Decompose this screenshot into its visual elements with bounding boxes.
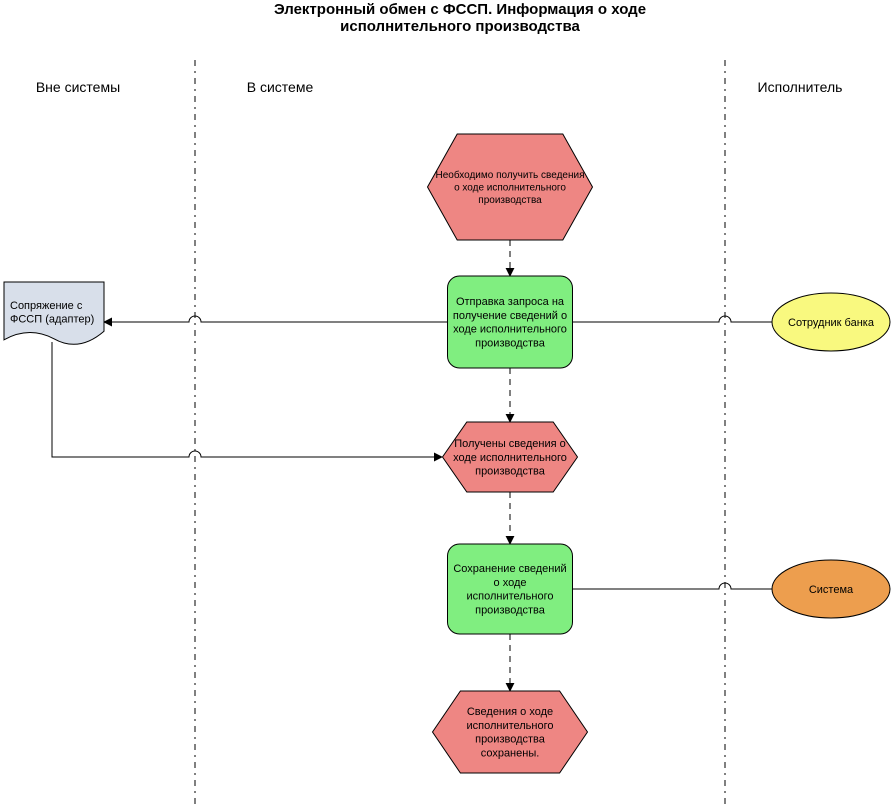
node-label: ФССП (адаптер): [10, 314, 94, 326]
node-label: производства: [475, 604, 546, 616]
node-label: производства: [475, 337, 546, 349]
node-label: Сопряжение с: [10, 300, 83, 312]
node-label: о ходе: [494, 577, 527, 589]
node-n3: Получены сведения о ходе исполнительного п…: [443, 422, 578, 492]
node-label: производства: [475, 466, 546, 478]
node-label: производства: [475, 734, 546, 746]
swimlane-label-outside: Вне системы: [36, 79, 120, 95]
node-n5: Сведения о ходе исполнительного производст…: [433, 691, 588, 773]
node-label: о ходе исполнительного: [454, 183, 566, 194]
node-label: производства: [478, 195, 542, 206]
node-label: Отправка запроса на: [456, 296, 565, 308]
node-n2: Отправка запроса на получение сведений о х…: [448, 276, 573, 368]
node-n1: Необходимо получить сведения о ходе испол…: [428, 134, 593, 240]
node-label: Необходимо получить сведения: [435, 169, 584, 181]
node-employee: Сотрудник банка: [772, 293, 890, 351]
diagram-title-line2: исполнительного производства: [340, 18, 580, 35]
node-label: исполнительного: [466, 720, 553, 732]
node-n4: Сохранение сведений о ходе исполнительного…: [448, 544, 573, 634]
node-label: Сохранение сведений: [453, 563, 566, 575]
node-label: исполнительного: [466, 591, 553, 603]
node-label: получение сведений о: [453, 310, 567, 322]
swimlane-label-insystem: В системе: [247, 79, 314, 95]
node-system: Система: [772, 560, 890, 618]
node-label: Сведения о ходе: [467, 706, 553, 718]
diagram-title-line1: Электронный обмен с ФССП. Информация о х…: [274, 1, 646, 18]
node-label: ходе исполнительного: [453, 452, 567, 464]
node-label: Сотрудник банка: [788, 317, 875, 329]
node-label: ходе исполнительного: [453, 324, 567, 336]
swimlane-label-executor: Исполнитель: [758, 79, 843, 95]
node-label: сохранены.: [481, 747, 540, 759]
node-label: Система: [809, 584, 854, 596]
node-label: Получены сведения о: [454, 438, 566, 450]
